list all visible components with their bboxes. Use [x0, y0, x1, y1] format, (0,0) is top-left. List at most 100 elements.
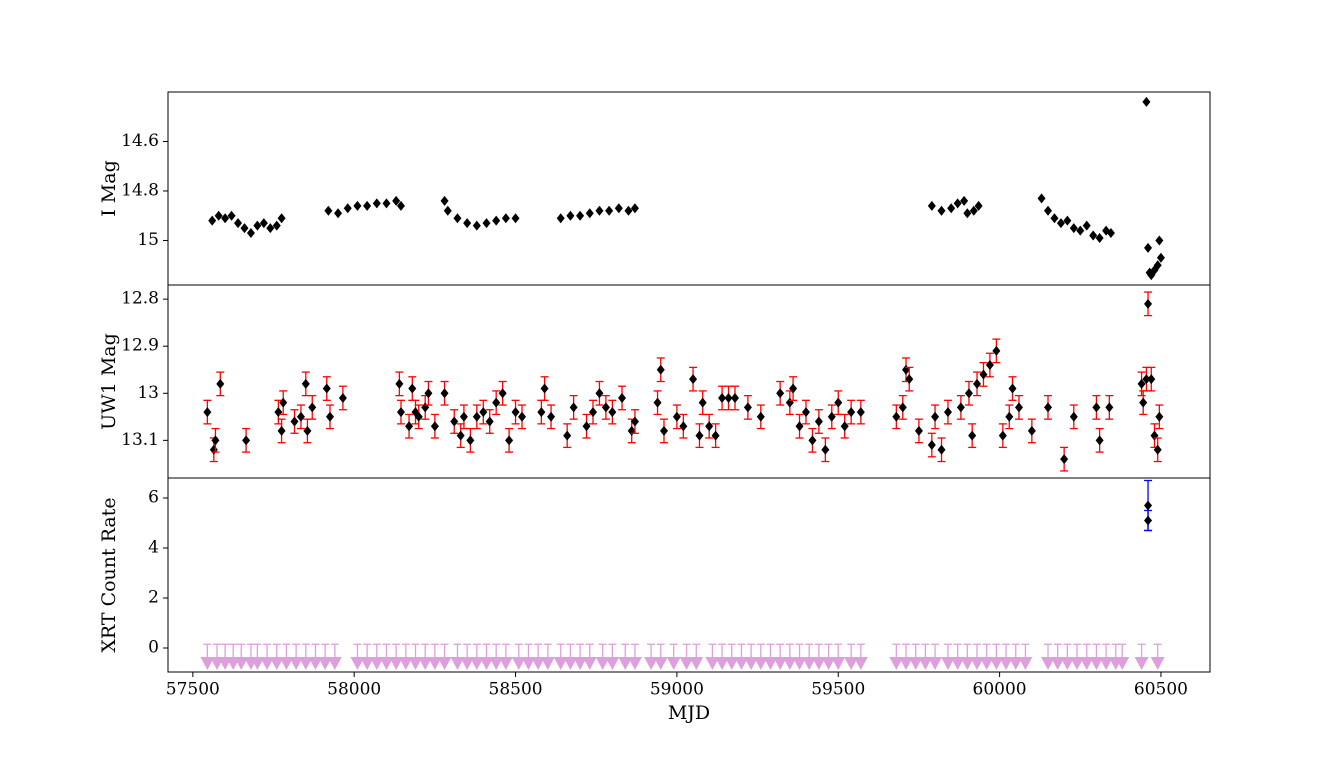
point [424, 388, 433, 399]
point [898, 402, 907, 413]
point [627, 657, 642, 670]
point [492, 397, 501, 408]
point [608, 407, 617, 418]
point [492, 215, 501, 226]
point [308, 657, 323, 670]
point [301, 378, 310, 389]
point [689, 374, 698, 385]
point [711, 430, 720, 441]
point [334, 208, 343, 219]
point [1044, 205, 1053, 216]
point [831, 657, 846, 670]
point [1089, 230, 1098, 241]
point [563, 430, 572, 441]
point [840, 421, 849, 432]
y-axis-label: I Mag [98, 160, 120, 217]
point [744, 657, 759, 670]
point [679, 421, 688, 432]
point [296, 411, 305, 422]
point [1155, 235, 1164, 246]
point [269, 657, 284, 670]
point [1008, 383, 1017, 394]
point [208, 215, 217, 226]
point [1142, 96, 1151, 107]
point [618, 657, 633, 670]
point [540, 383, 549, 394]
point [472, 411, 481, 422]
point [595, 388, 604, 399]
point [1137, 378, 1146, 389]
point [630, 416, 639, 427]
point [582, 421, 591, 432]
point [531, 657, 546, 670]
point [782, 657, 797, 670]
point [573, 657, 588, 670]
point [372, 198, 381, 209]
point [1008, 657, 1023, 670]
point [940, 657, 955, 670]
point [479, 657, 494, 670]
y-tick-label: 6 [148, 488, 159, 508]
point [1092, 402, 1101, 413]
point [821, 657, 836, 670]
point [853, 657, 868, 670]
point [547, 411, 556, 422]
point [969, 205, 978, 216]
point [1027, 425, 1036, 436]
x-tick-label: 59000 [650, 680, 704, 700]
y-tick-label: 0 [148, 638, 159, 658]
point [325, 411, 334, 422]
point [595, 657, 610, 670]
point [1144, 515, 1153, 526]
point [698, 397, 707, 408]
point [298, 657, 313, 670]
point [974, 200, 983, 211]
point [418, 657, 433, 670]
point [595, 205, 604, 216]
x-tick-label: 60500 [1134, 680, 1188, 700]
point [964, 388, 973, 399]
point [469, 657, 484, 670]
point [1005, 411, 1014, 422]
point [968, 430, 977, 441]
point [618, 392, 627, 403]
point [289, 657, 304, 670]
point [605, 657, 620, 670]
x-tick-label: 60000 [973, 680, 1027, 700]
point [479, 407, 488, 418]
point [802, 657, 817, 670]
point [259, 218, 268, 229]
y-axis-label: XRT Count Rate [98, 497, 120, 652]
point [905, 374, 914, 385]
point [985, 360, 994, 371]
point [927, 200, 936, 211]
point [970, 657, 985, 670]
point [540, 657, 555, 670]
point [272, 220, 281, 231]
point [776, 388, 785, 399]
y-tick-label: 13.1 [121, 430, 159, 450]
point [730, 392, 739, 403]
point [715, 657, 730, 670]
point [695, 430, 704, 441]
point [246, 228, 255, 239]
point [396, 200, 405, 211]
point [576, 210, 585, 221]
point [653, 657, 668, 670]
point [653, 397, 662, 408]
point [582, 657, 597, 670]
point [1069, 223, 1078, 234]
point [1150, 657, 1165, 670]
plot-area [200, 479, 1165, 670]
point [973, 378, 982, 389]
point [566, 210, 575, 221]
point [250, 657, 265, 670]
point [844, 657, 859, 670]
point [992, 345, 1001, 356]
axes-frame [167, 284, 1211, 479]
point [360, 657, 375, 670]
point [624, 205, 633, 216]
y-tick-label: 4 [148, 538, 159, 558]
point [511, 213, 520, 224]
point [209, 444, 218, 455]
